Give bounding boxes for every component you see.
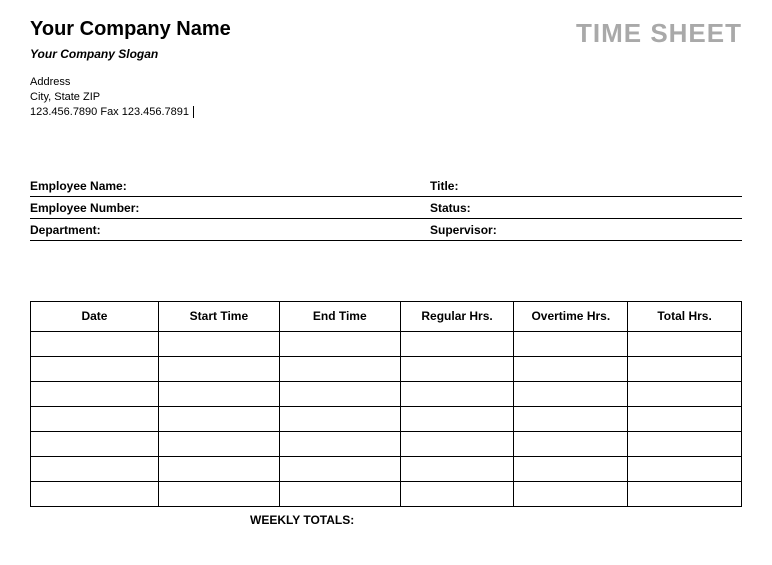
table-cell[interactable] (400, 381, 514, 406)
table-cell[interactable] (400, 356, 514, 381)
employee-info-section: Employee Name: Title: Employee Number: S… (30, 175, 742, 241)
table-row (31, 356, 742, 381)
department-label: Department: (30, 223, 430, 237)
info-row: Employee Name: Title: (30, 175, 742, 197)
table-row (31, 431, 742, 456)
company-name: Your Company Name (30, 18, 231, 41)
supervisor-label: Supervisor: (430, 223, 742, 237)
time-table: Date Start Time End Time Regular Hrs. Ov… (30, 301, 742, 507)
company-slogan: Your Company Slogan (30, 47, 231, 61)
table-cell[interactable] (400, 406, 514, 431)
table-cell[interactable] (279, 481, 400, 506)
table-cell[interactable] (279, 431, 400, 456)
table-cell[interactable] (158, 406, 279, 431)
table-cell[interactable] (628, 431, 742, 456)
table-cell[interactable] (158, 381, 279, 406)
table-row (31, 406, 742, 431)
table-cell[interactable] (31, 356, 159, 381)
table-cell[interactable] (514, 431, 628, 456)
table-cell[interactable] (158, 456, 279, 481)
table-header-row: Date Start Time End Time Regular Hrs. Ov… (31, 301, 742, 331)
table-cell[interactable] (158, 331, 279, 356)
table-cell[interactable] (400, 331, 514, 356)
table-cell[interactable] (628, 331, 742, 356)
table-cell[interactable] (31, 431, 159, 456)
col-overtime-hrs: Overtime Hrs. (514, 301, 628, 331)
table-cell[interactable] (514, 356, 628, 381)
title-label: Title: (430, 179, 742, 193)
document-title: TIME SHEET (576, 18, 742, 49)
table-cell[interactable] (514, 481, 628, 506)
employee-name-label: Employee Name: (30, 179, 430, 193)
table-cell[interactable] (31, 331, 159, 356)
table-cell[interactable] (400, 431, 514, 456)
table-cell[interactable] (514, 331, 628, 356)
col-regular-hrs: Regular Hrs. (400, 301, 514, 331)
table-head: Date Start Time End Time Regular Hrs. Ov… (31, 301, 742, 331)
table-row (31, 381, 742, 406)
header: Your Company Name Your Company Slogan TI… (30, 18, 742, 61)
table-cell[interactable] (31, 406, 159, 431)
table-cell[interactable] (514, 381, 628, 406)
table-cell[interactable] (158, 481, 279, 506)
table-cell[interactable] (31, 481, 159, 506)
table-cell[interactable] (279, 356, 400, 381)
table-cell[interactable] (279, 381, 400, 406)
address-line3: 123.456.7890 Fax 123.456.7891 (30, 105, 742, 120)
company-block: Your Company Name Your Company Slogan (30, 18, 231, 61)
col-total-hrs: Total Hrs. (628, 301, 742, 331)
address-line1: Address (30, 75, 742, 90)
info-row: Employee Number: Status: (30, 197, 742, 219)
table-cell[interactable] (400, 481, 514, 506)
table-cell[interactable] (31, 456, 159, 481)
table-cell[interactable] (628, 456, 742, 481)
info-row: Department: Supervisor: (30, 219, 742, 241)
table-cell[interactable] (158, 431, 279, 456)
address-block: Address City, State ZIP 123.456.7890 Fax… (30, 75, 742, 120)
status-label: Status: (430, 201, 742, 215)
table-cell[interactable] (628, 381, 742, 406)
table-cell[interactable] (279, 456, 400, 481)
table-row (31, 331, 742, 356)
col-end-time: End Time (279, 301, 400, 331)
weekly-totals-label: WEEKLY TOTALS: (30, 513, 742, 527)
col-date: Date (31, 301, 159, 331)
phone-fax-text: 123.456.7890 Fax 123.456.7891 (30, 106, 189, 118)
table-cell[interactable] (279, 406, 400, 431)
table-cell[interactable] (514, 456, 628, 481)
table-cell[interactable] (628, 481, 742, 506)
table-cell[interactable] (31, 381, 159, 406)
table-cell[interactable] (158, 356, 279, 381)
table-cell[interactable] (628, 406, 742, 431)
address-line2: City, State ZIP (30, 90, 742, 105)
col-start-time: Start Time (158, 301, 279, 331)
cursor-icon (193, 106, 194, 118)
employee-number-label: Employee Number: (30, 201, 430, 215)
table-body (31, 331, 742, 506)
table-cell[interactable] (514, 406, 628, 431)
table-row (31, 456, 742, 481)
table-cell[interactable] (279, 331, 400, 356)
table-cell[interactable] (400, 456, 514, 481)
table-cell[interactable] (628, 356, 742, 381)
table-row (31, 481, 742, 506)
